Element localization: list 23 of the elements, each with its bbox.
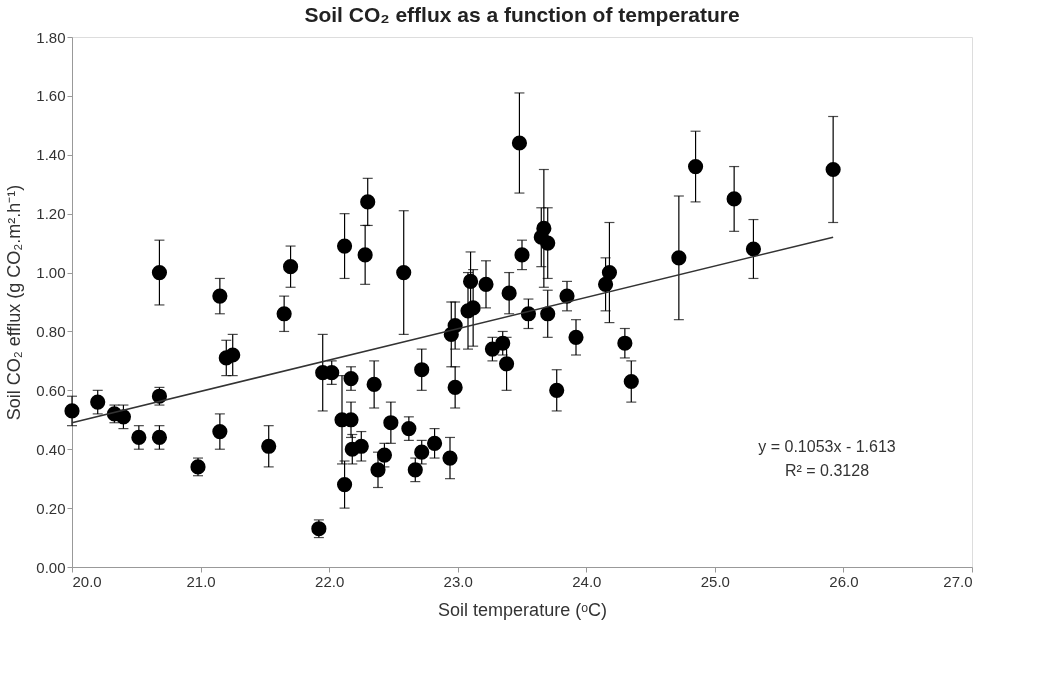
y-axis-title: Soil CO₂ efflux (g CO₂.m².h⁻¹): [4, 184, 25, 421]
y-tick-label: 0.00: [36, 558, 66, 576]
x-tick-label: 24.0: [572, 572, 602, 590]
x-tick-label: 21.0: [186, 572, 216, 590]
annotation: R² = 0.3128: [784, 462, 870, 479]
x-axis-title: Soil temperature (ᵒC): [438, 599, 607, 620]
x-tick-label: 25.0: [700, 572, 730, 590]
y-tick-label: 1.60: [36, 87, 66, 105]
y-tick-label: 0.40: [36, 440, 66, 458]
y-tick-label: 1.20: [36, 205, 66, 223]
y-tick-label: 1.80: [36, 28, 66, 46]
y-tick-label: 0.20: [36, 499, 66, 517]
x-tick-label: 23.0: [443, 572, 473, 590]
y-tick-label: 1.00: [36, 264, 66, 282]
annotation: y = 0.1053x - 1.613: [758, 438, 896, 455]
x-tick-label: 27.0: [943, 572, 973, 590]
y-tick-label: 0.60: [36, 381, 66, 399]
x-tick-label: 20.0: [72, 572, 102, 590]
chart-title: Soil CO₂ efflux as a function of temperature: [304, 3, 740, 26]
x-tick-label: 22.0: [315, 572, 345, 590]
y-tick-label: 0.80: [36, 322, 66, 340]
y-tick-label: 1.40: [36, 146, 66, 164]
x-tick-label: 26.0: [829, 572, 859, 590]
